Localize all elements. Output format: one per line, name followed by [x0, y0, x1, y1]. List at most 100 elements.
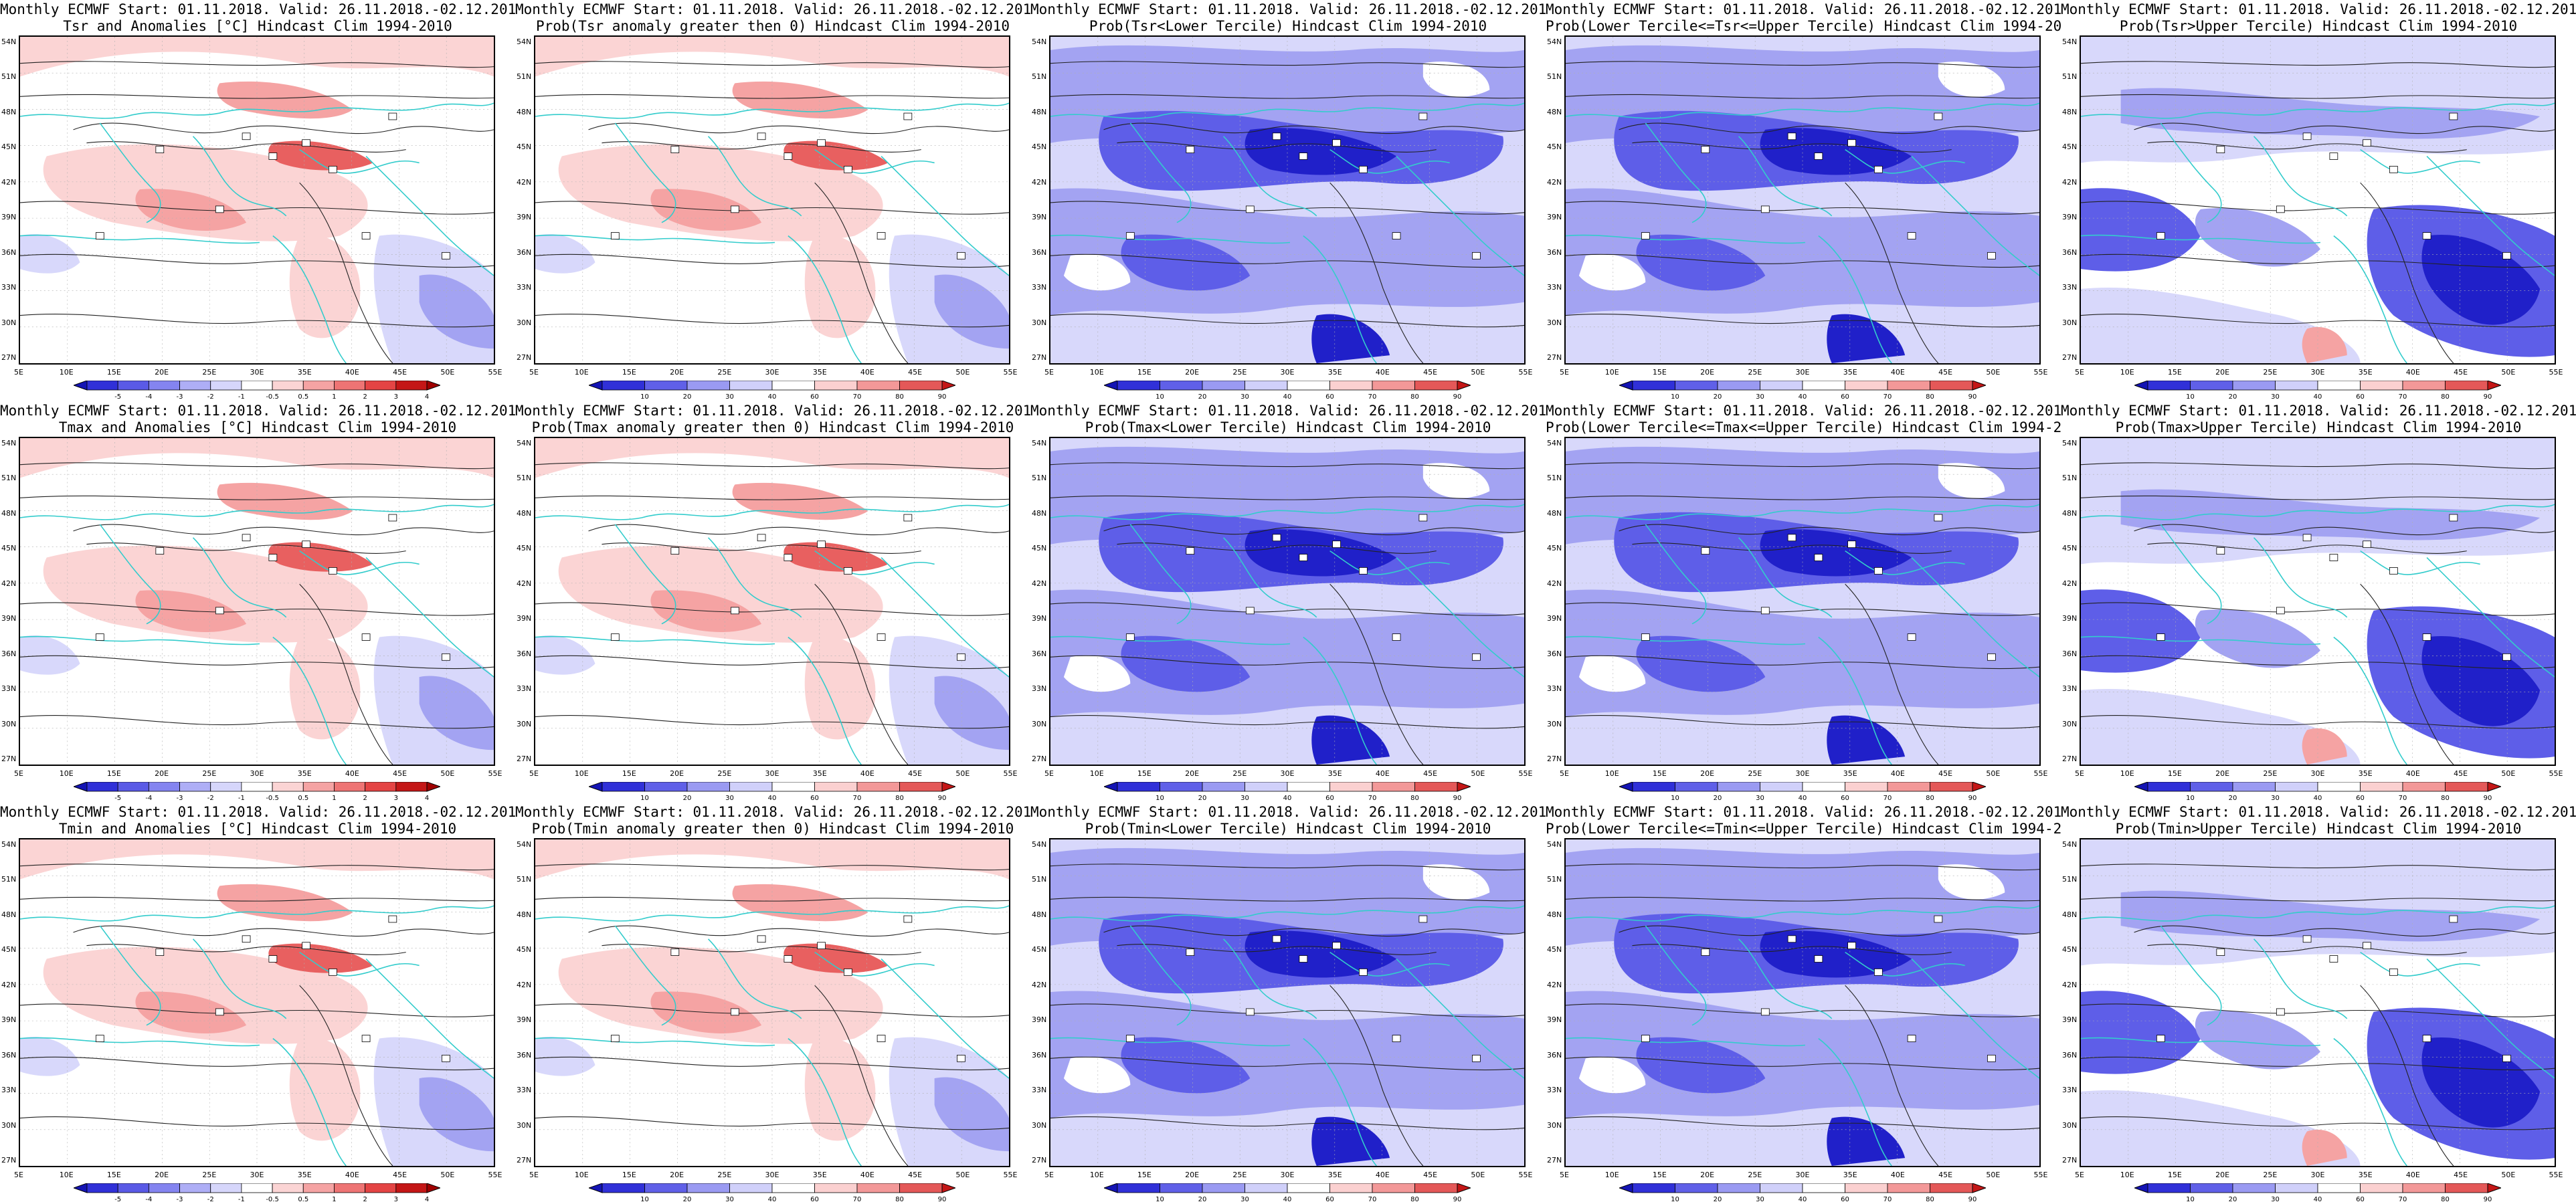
station-marker: [1332, 139, 1341, 147]
isotherm-contour: [2081, 462, 2555, 470]
colorbar-tick-label: -3: [177, 393, 183, 399]
isotherm-contour: [1566, 655, 2039, 670]
coastline: [1222, 136, 1317, 217]
station-marker: [328, 567, 337, 575]
latitude-label: 30N: [2062, 719, 2078, 728]
isotherm-contour: [1619, 524, 2039, 536]
panel-title-line1: Monthly ECMWF Start: 01.11.2018. Valid: …: [1546, 403, 2061, 419]
latitude-label: 54N: [2062, 840, 2078, 849]
latitude-label: 54N: [517, 37, 532, 46]
colorbar-swatch: [856, 1183, 900, 1193]
station-marker: [610, 232, 620, 239]
colorbar-swatch: [771, 1183, 815, 1193]
coastline: [1396, 958, 1524, 1079]
station-marker: [2216, 146, 2225, 153]
colorbar-arrow-left: [2134, 1183, 2148, 1193]
colorbar-tick-label: 80: [1410, 1196, 1419, 1202]
station-marker: [2449, 112, 2458, 120]
latitude-label: 54N: [517, 439, 532, 447]
longitude-label: 35E: [812, 368, 827, 377]
colorbar-swatch: [2402, 1183, 2446, 1193]
isotherm-contour: [20, 602, 494, 616]
colorbar-swatch: [1887, 1183, 1930, 1193]
colorbar-tick-label: -1: [238, 1196, 245, 1202]
colorbar-swatch: [602, 1183, 645, 1193]
longitude-label: 45E: [1938, 769, 1953, 778]
colorbar-tick-label: 90: [2484, 1196, 2492, 1202]
panel-title-line2: Tmin and Anomalies [°C] Hindcast Clim 19…: [58, 821, 457, 837]
coastline: [1911, 958, 2039, 1079]
coastline: [1818, 235, 1892, 363]
coastline: [192, 136, 287, 217]
latitude-label: 33N: [1032, 283, 1047, 292]
isotherm-contour: [2081, 864, 2555, 871]
colorbar-tick-label: 60: [1841, 1196, 1849, 1202]
station-marker: [2276, 1008, 2285, 1016]
panel-title-line1: Monthly ECMWF Start: 01.11.2018. Valid: …: [2061, 403, 2576, 419]
probability-colorbar-svg: 10 20 30 40 60 70 80 90: [2134, 782, 2501, 801]
map-field-svg: [1566, 438, 2039, 765]
coastline: [1845, 148, 1965, 174]
isotherm-contour: [1329, 583, 1424, 765]
coastline: [1329, 550, 1450, 575]
longitude-label: 45E: [908, 769, 923, 778]
coastline: [2160, 524, 2222, 625]
coastline: [814, 148, 935, 174]
coastline: [1303, 235, 1377, 363]
isotherm-contour: [1103, 524, 1524, 536]
longitude-label: 55E: [2549, 1171, 2563, 1179]
longitude-label: 45E: [1423, 1171, 1438, 1179]
longitude-label: 50E: [2501, 1171, 2516, 1179]
longitude-label: 15E: [1652, 1171, 1667, 1179]
colorbar-tick-label: 30: [1756, 1196, 1764, 1202]
longitude-label: 10E: [1089, 368, 1104, 377]
station-marker: [1358, 969, 1368, 976]
colorbar-swatch: [1160, 782, 1203, 792]
colorbar-tick-label: 20: [1714, 795, 1722, 801]
latitude-label: 48N: [517, 107, 532, 116]
isotherm-contour: [20, 254, 494, 268]
probability-colorbar-svg: 10 20 30 40 60 70 80 90: [2134, 381, 2501, 399]
map-area: [19, 35, 495, 365]
colorbar-tick-label: -0.5: [266, 1196, 279, 1202]
latitude-label: 36N: [517, 247, 532, 257]
shaded-region: [784, 140, 889, 171]
colorbar-swatch: [814, 782, 858, 792]
latitude-label: 42N: [1, 980, 17, 989]
shaded-region: [1422, 62, 1490, 97]
station-marker: [757, 132, 766, 140]
isotherm-contour: [2081, 655, 2555, 670]
latitude-label: 39N: [1032, 614, 1047, 623]
station-marker: [1245, 607, 1255, 615]
longitude-label: 15E: [1137, 1171, 1152, 1179]
shaded-region: [1938, 463, 2005, 498]
coastline: [1050, 905, 1524, 922]
colorbar-tick-label: 90: [938, 795, 947, 801]
colorbar-arrow-right: [941, 1183, 955, 1193]
map-panel-r3c3: Monthly ECMWF Start: 01.11.2018. Valid: …: [1030, 803, 1546, 1204]
isotherm-contour: [535, 1116, 1009, 1130]
shaded-region: [2120, 489, 2541, 540]
panel-title-line2: Tsr and Anomalies [°C] Hindcast Clim 199…: [63, 18, 452, 34]
longitude-label: 5E: [2075, 769, 2084, 778]
longitude-label: 50E: [2501, 769, 2516, 778]
colorbar-tick-label: 40: [768, 795, 777, 801]
colorbar-tick-label: 40: [2314, 795, 2322, 801]
map-area: [534, 437, 1010, 766]
station-marker: [2329, 955, 2338, 963]
isotherm-contour: [1050, 201, 1524, 215]
colorbar-swatch: [395, 1183, 428, 1193]
colorbar-tick-label: 40: [1799, 1196, 1807, 1202]
longitude-label: 50E: [440, 769, 455, 778]
colorbar-tick-label: 80: [1410, 393, 1419, 399]
colorbar-swatch: [1245, 381, 1288, 391]
latitude-label: 54N: [1547, 439, 1562, 447]
map-field-svg: [535, 37, 1009, 363]
isotherm-contour: [2360, 182, 2454, 363]
colorbar-swatch: [2360, 381, 2403, 391]
isotherm-contour: [20, 1056, 494, 1071]
longitude-label: 55E: [488, 368, 502, 377]
latitude-label: 48N: [1547, 508, 1562, 518]
map-field-svg: [2081, 839, 2555, 1166]
colorbar-tick-label: 10: [2186, 795, 2195, 801]
